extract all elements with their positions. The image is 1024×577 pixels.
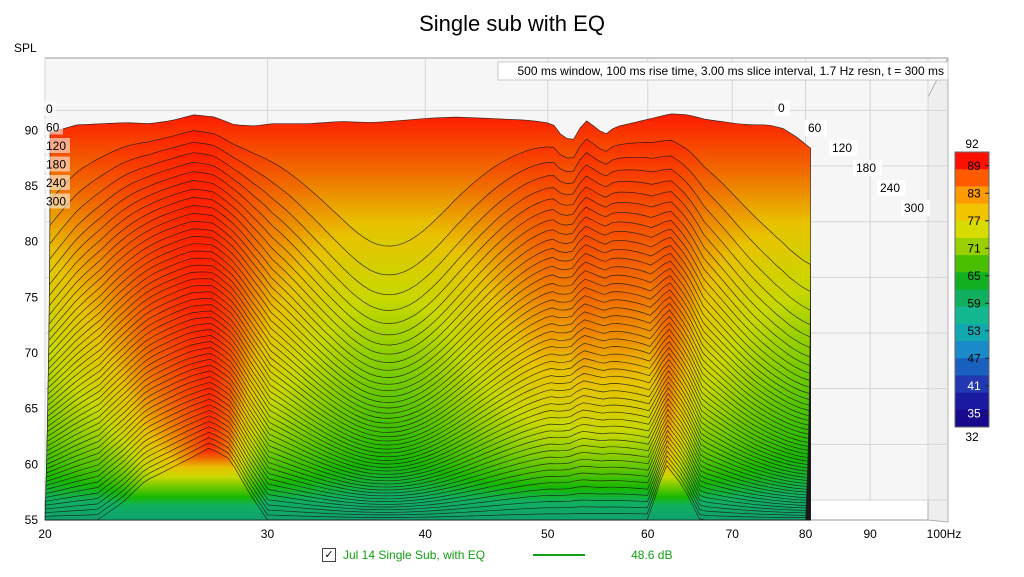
time-axis-label-left: 300: [43, 193, 70, 209]
colorbar-segment: [955, 272, 989, 290]
colorbar-tick-label: 59: [967, 296, 981, 310]
time-axis-label-left: 240: [43, 175, 70, 190]
time-label-bg: [43, 156, 70, 172]
y-tick-label: 65: [25, 402, 39, 416]
y-tick-label: 80: [25, 235, 39, 249]
time-axis-label-left: 60: [43, 119, 63, 135]
colorbar-segment: [955, 392, 989, 411]
time-label-text: 180: [46, 158, 66, 172]
time-label-text: 300: [904, 201, 924, 215]
time-axis-label-right: 240: [877, 180, 906, 196]
chart-title: Single sub with EQ: [419, 11, 605, 36]
colorbar-tick-label: 53: [967, 324, 981, 338]
time-label-text: 60: [46, 121, 60, 135]
plot-side-wall: [927, 57, 949, 523]
colorbar-segment: [955, 323, 989, 342]
time-label-text: 0: [46, 102, 53, 116]
waterfall-surface: [44, 113, 811, 521]
time-label-bg: [853, 160, 882, 176]
time-label-bg: [43, 175, 70, 190]
time-label-bg: [43, 193, 70, 209]
x-tick-label: 20: [38, 527, 52, 541]
time-label-text: 300: [46, 195, 66, 209]
colorbar: 92 32 89 83 77 71 65 59 53 47 41 35: [954, 137, 990, 444]
time-label-bg: [829, 140, 858, 156]
y-tick-label: 85: [25, 179, 39, 193]
x-tick-label: 30: [261, 527, 275, 541]
colorbar-tick-label: 41: [967, 379, 981, 393]
time-axis-label-left: 120: [43, 138, 70, 153]
colorbar-segment: [955, 341, 989, 359]
colorbar-segment: [955, 186, 989, 205]
time-label-text: 240: [880, 181, 900, 195]
time-label-text: 60: [808, 121, 822, 135]
x-tick-label: 70: [726, 527, 740, 541]
colorbar-segment: [955, 358, 989, 376]
time-label-bg: [877, 180, 906, 196]
time-label-bg: [775, 100, 790, 116]
x-tick-label-last: 100Hz: [927, 527, 962, 541]
colorbar-segment: [955, 375, 989, 394]
time-label-text: 0: [778, 101, 785, 115]
colorbar-tick-label: 77: [967, 214, 981, 228]
time-label-bg: [805, 120, 827, 136]
colorbar-segment: [955, 306, 989, 325]
chart-annotation: 500 ms window, 100 ms rise time, 3.00 ms…: [517, 64, 944, 78]
colorbar-segment: [955, 289, 989, 308]
colorbar-segment: [955, 220, 989, 239]
x-tick-label: 50: [541, 527, 555, 541]
time-axis-label-right: 60: [805, 120, 827, 136]
time-axis-label-right: 300: [901, 200, 930, 216]
colorbar-segment: [955, 152, 989, 170]
x-tick-label: 40: [419, 527, 433, 541]
y-tick-label: 70: [25, 346, 39, 360]
x-tick-label: 90: [864, 527, 878, 541]
waterfall-slice: [45, 447, 806, 521]
y-axis-label: SPL: [14, 41, 37, 55]
annotation-box: [497, 61, 949, 81]
legend-series-label: Jul 14 Single Sub, with EQ: [343, 548, 486, 562]
time-label-bg: [43, 101, 56, 116]
colorbar-tick-label: 35: [967, 406, 981, 420]
colorbar-tick-label: 65: [967, 269, 981, 283]
time-label-text: 120: [46, 139, 66, 153]
colorbar-segment: [955, 237, 989, 256]
time-label-bg: [901, 200, 930, 216]
colorbar-tick-label: 71: [967, 241, 981, 255]
y-tick-label: 75: [25, 290, 39, 304]
legend: ✓ Jul 14 Single Sub, with EQ 48.6 dB: [322, 548, 672, 562]
time-axis-label-left: 0: [43, 101, 56, 116]
colorbar-min-label: 32: [965, 430, 979, 444]
time-axis-label-left: 180: [43, 156, 70, 172]
series-visibility-checkbox[interactable]: ✓: [322, 548, 336, 562]
legend-series-level: 48.6 dB: [631, 548, 673, 562]
x-tick-label: 80: [799, 527, 813, 541]
colorbar-max-label: 92: [965, 137, 979, 151]
x-tick-label: 60: [641, 527, 655, 541]
y-tick-label: 90: [25, 123, 39, 137]
time-axis-label-right: 180: [853, 160, 882, 176]
time-label-bg: [43, 119, 63, 135]
y-tick-label: 60: [25, 457, 39, 471]
time-label-text: 120: [832, 141, 852, 155]
colorbar-segment: [955, 255, 989, 273]
time-axis-label-right: 120: [829, 140, 858, 156]
time-label-text: 180: [856, 161, 876, 175]
colorbar-tick-label: 47: [967, 351, 981, 365]
checkbox-check-icon: ✓: [324, 549, 334, 561]
legend-line-swatch: [533, 554, 586, 556]
colorbar-border: [954, 151, 990, 428]
colorbar-segment: [955, 169, 989, 187]
time-axis-label-right: 0: [775, 100, 790, 116]
y-tick-label: 55: [25, 513, 39, 527]
colorbar-segment: [955, 203, 989, 222]
time-label-text: 240: [46, 176, 66, 190]
colorbar-segment: [955, 409, 989, 428]
colorbar-tick-label: 89: [967, 159, 981, 173]
time-label-bg: [43, 138, 70, 153]
colorbar-tick-label: 83: [967, 186, 981, 200]
